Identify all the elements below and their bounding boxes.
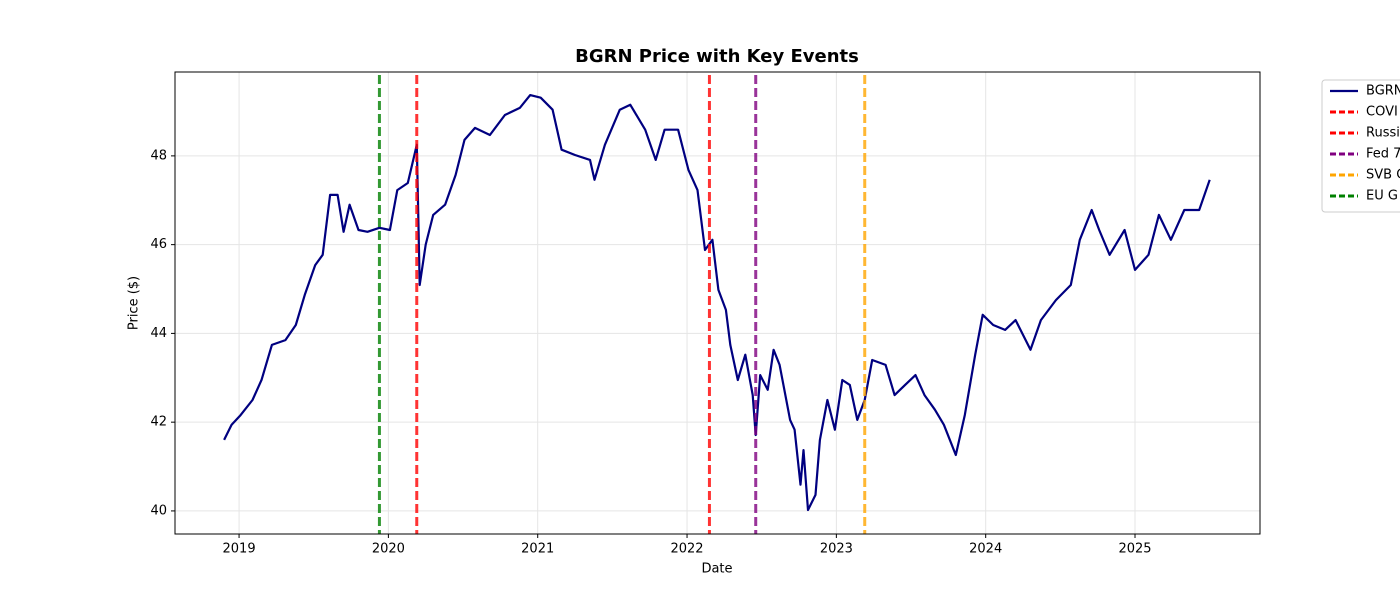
y-tick-label: 40 bbox=[150, 503, 167, 518]
plot-frame bbox=[174, 71, 1261, 535]
x-tick-label: 2025 bbox=[1118, 542, 1151, 557]
legend-label: BGRN bbox=[1366, 84, 1400, 99]
y-tick-label: 46 bbox=[150, 237, 167, 252]
x-tick-label: 2019 bbox=[223, 542, 256, 557]
price-line bbox=[223, 94, 1211, 512]
x-tick-label: 2023 bbox=[820, 542, 853, 557]
x-tick-label: 2021 bbox=[521, 542, 554, 557]
legend-label: EU G bbox=[1366, 189, 1398, 204]
legend-label: Russi bbox=[1366, 126, 1400, 141]
x-tick-label: 2022 bbox=[670, 542, 703, 557]
y-axis-label: Price ($) bbox=[127, 276, 142, 330]
y-tick-label: 44 bbox=[150, 326, 167, 341]
legend-label: Fed 7 bbox=[1366, 147, 1400, 162]
chart-title: BGRN Price with Key Events bbox=[575, 46, 859, 67]
y-tick-label: 48 bbox=[150, 148, 167, 163]
legend-label: SVB C bbox=[1366, 168, 1400, 183]
legend-label: COVI bbox=[1366, 105, 1398, 120]
x-tick-label: 2020 bbox=[372, 542, 405, 557]
x-axis-label: Date bbox=[701, 562, 732, 577]
x-tick-label: 2024 bbox=[969, 542, 1002, 557]
y-tick-label: 42 bbox=[150, 415, 167, 430]
